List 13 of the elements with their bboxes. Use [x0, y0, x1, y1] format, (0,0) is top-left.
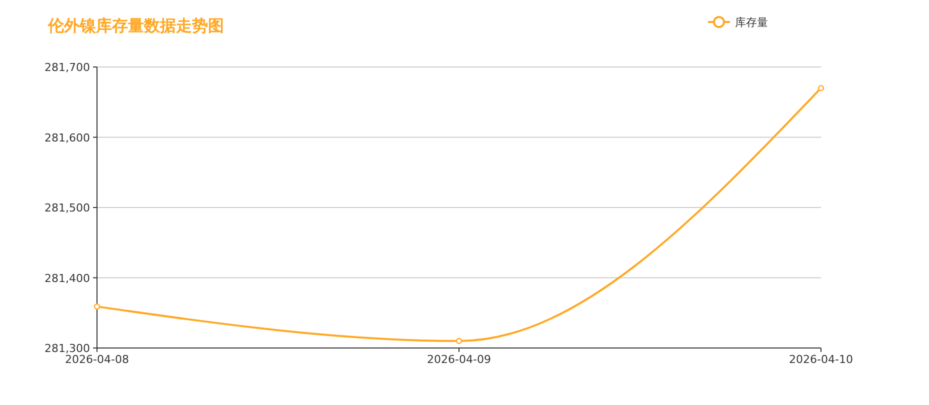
y-tick-label: 281,400: [44, 272, 90, 285]
point: [94, 303, 100, 310]
point: [456, 338, 462, 344]
point: [818, 84, 824, 92]
legend-label: 库存量: [735, 16, 768, 29]
y-tick-label: 281,500: [44, 202, 90, 214]
y-tick-label: 281,300: [44, 342, 90, 355]
x-tick-label: 2026-04-08: [65, 353, 129, 366]
x-tick-label: 2026-04-09: [427, 353, 491, 366]
y-tick-label: 281,600: [44, 131, 90, 144]
chart-title: 伦外镍库存量数据走势图: [47, 16, 224, 35]
y-tick-label: 281,700: [44, 61, 90, 74]
x-tick-label: 2026-04-10: [789, 353, 853, 366]
